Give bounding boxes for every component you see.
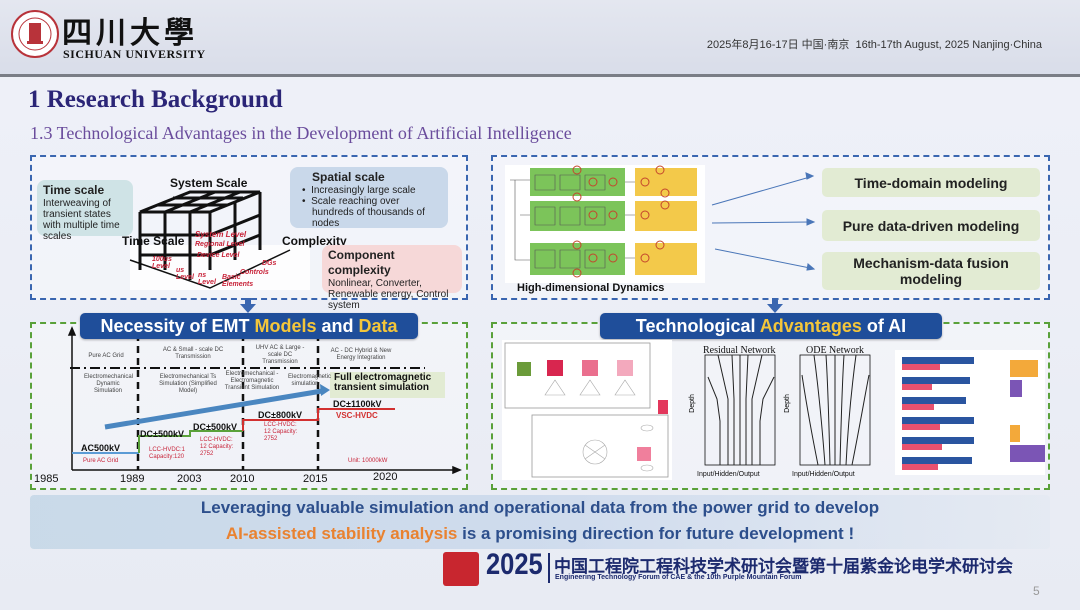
component-text: Nonlinear, Converter, Renewable energy, …: [328, 278, 449, 311]
era-label: Pure AC Grid: [88, 353, 124, 359]
y-axis-label: Depth: [688, 394, 696, 413]
component-complexity-callout: Component complexity Nonlinear, Converte…: [322, 245, 462, 311]
university-seal-logo: [11, 10, 59, 58]
ode-network-title: ODE Network: [806, 345, 865, 356]
banner-text: of AI: [861, 316, 907, 336]
spatial-bullet: • Increasingly large scale: [302, 185, 416, 196]
banner-highlight: Data: [358, 316, 398, 336]
bar-chart-speedup: [895, 350, 1045, 475]
date-en: 16th-17th August, 2025 Nanjing·China: [855, 39, 1042, 51]
level-label: ns Level: [198, 272, 216, 286]
voltage-label: DC±500kV: [193, 422, 237, 432]
year-tick: 2015: [303, 473, 328, 485]
system-scale-label: System Scale: [170, 176, 248, 190]
footer-divider: [548, 553, 550, 583]
level-label: DGs: [262, 260, 277, 267]
note-label: Pure AC Grid: [83, 458, 119, 464]
date-cn: 2025年8月16-17日 中国·南京: [706, 39, 850, 51]
banner-highlight: Models: [254, 316, 317, 336]
x-axis-label: Input/Hidden/Output: [792, 471, 855, 478]
voltage-label: AC500kV: [81, 443, 121, 453]
component-title: Component complexity: [328, 248, 395, 277]
note-label: LCC-HVDC: 12 Capacity: 2752: [264, 422, 298, 442]
time-scale-text: Interweaving of transient states with mu…: [43, 198, 120, 242]
voltage-label: DC±800kV: [258, 410, 302, 420]
ai-framework-flowchart: [502, 340, 672, 480]
voltage-label: DC±1100kV: [333, 399, 382, 409]
method-data-driven: Pure data-driven modeling: [822, 210, 1040, 241]
simulation-label: Electromechanical Dynamic Simulation: [84, 374, 134, 394]
spatial-scale-callout: Spatial scale • Increasingly large scale…: [290, 167, 448, 229]
multi-scale-cube-diagram: [129, 190, 310, 290]
era-label: UHV AC & Large - scale DC Transmission: [255, 345, 305, 365]
level-label: Regional Level: [195, 241, 245, 248]
level-label: System Level: [195, 230, 247, 239]
era-label: AC - DC Hybrid & New Energy Integration: [330, 348, 392, 361]
forum-title-en: Engineering Technology Forum of CAE & th…: [555, 574, 802, 581]
year-tick: 1985: [34, 473, 59, 485]
conclusion-band: [30, 495, 1050, 549]
level-label: Device Level: [197, 252, 240, 259]
power-electronics-circuit-diagram: [505, 165, 816, 283]
year-tick: 2003: [177, 473, 202, 485]
spatial-bullet: • Scale reaching over hundreds of thousa…: [302, 196, 425, 229]
full-emt-label: Full electromagnetic transient simulatio…: [334, 372, 432, 393]
page-number: 5: [1033, 584, 1040, 598]
emt-banner: Necessity of EMT Models and Data: [80, 313, 418, 339]
grid-evolution-timeline: [67, 326, 462, 475]
simulation-label: Electromagnetic simulation: [288, 374, 332, 387]
banner-text: and: [316, 316, 359, 336]
page-title: 1 Research Background: [28, 86, 283, 113]
level-label: Controls: [240, 269, 269, 276]
level-label: Basic Elements: [222, 274, 254, 288]
time-scale-callout: Time scale Interweaving of transient sta…: [37, 180, 133, 242]
time-scale-title: Time scale: [43, 183, 105, 197]
note-label: LCC-HVDC:1 Capacity:120: [149, 447, 186, 460]
down-arrow-icon: [767, 298, 783, 313]
forum-title-cn: 中国工程院工程科技学术研讨会暨第十届紫金论电学术研讨会: [554, 557, 1013, 576]
unit-label: Unit: 10000kW: [348, 458, 388, 464]
banner-text: Technological: [635, 316, 760, 336]
conference-date: 2025年8月16-17日 中国·南京 16th-17th August, 20…: [640, 36, 1042, 52]
complexity-axis-label: Complexity: [282, 234, 347, 248]
y-axis-label: Depth: [783, 394, 791, 413]
conclusion-highlight: AI-assisted stability analysis: [225, 524, 458, 543]
slide-header: [0, 0, 1080, 77]
era-label: AC & Small - scale DC Transmission: [162, 347, 224, 360]
vsc-label: VSC-HVDC: [336, 411, 378, 420]
bullet-text: Scale reaching over hundreds of thousand…: [311, 196, 425, 229]
time-scale-axis-label: Time Scale: [122, 234, 185, 248]
residual-network-title: Residual Network: [703, 345, 776, 356]
logo-chinese-name: 四川大學: [62, 16, 198, 51]
conclusion-line-1: Leveraging valuable simulation and opera…: [200, 498, 880, 517]
network-trajectory-plots: [704, 350, 1045, 475]
page-subtitle: 1.3 Technological Advantages in the Deve…: [30, 123, 572, 143]
simulation-label: Electromechanical - Electromagnetic Tran…: [224, 371, 280, 391]
level-label: 100us Level: [152, 256, 172, 270]
conclusion-line-2: AI-assisted stability analysis is a prom…: [30, 524, 1050, 544]
spatial-scale-title: Spatial scale: [312, 170, 385, 184]
year-tick: 2020: [373, 471, 398, 483]
year-tick: 2010: [230, 473, 255, 485]
banner-text: Necessity of EMT: [100, 316, 255, 336]
note-label: LCC-HVDC: 12 Capacity: 2752: [200, 437, 234, 457]
x-axis-label: Input/Hidden/Output: [697, 471, 760, 478]
banner-highlight: Advantages: [759, 316, 862, 336]
level-label: us Level: [176, 267, 194, 281]
method-time-domain: Time-domain modeling: [822, 168, 1040, 197]
logo-english-name: SICHUAN UNIVERSITY: [63, 47, 206, 61]
year-tick: 1989: [120, 473, 145, 485]
dynamics-caption: High-dimensional Dynamics: [517, 282, 665, 294]
bullet-text: Increasingly large scale: [311, 185, 416, 196]
voltage-label: DC±500kV: [140, 429, 184, 439]
down-arrow-icon: [240, 298, 256, 313]
simulation-label: Electromechanical Ts Simulation (Simplif…: [159, 374, 217, 394]
conclusion-text: is a promising direction for future deve…: [457, 524, 855, 543]
forum-seal-logo: [443, 552, 479, 586]
method-fusion: Mechanism-data fusion modeling: [822, 252, 1040, 290]
forum-year: 2025: [486, 548, 543, 581]
ai-banner: Technological Advantages of AI: [600, 313, 942, 339]
